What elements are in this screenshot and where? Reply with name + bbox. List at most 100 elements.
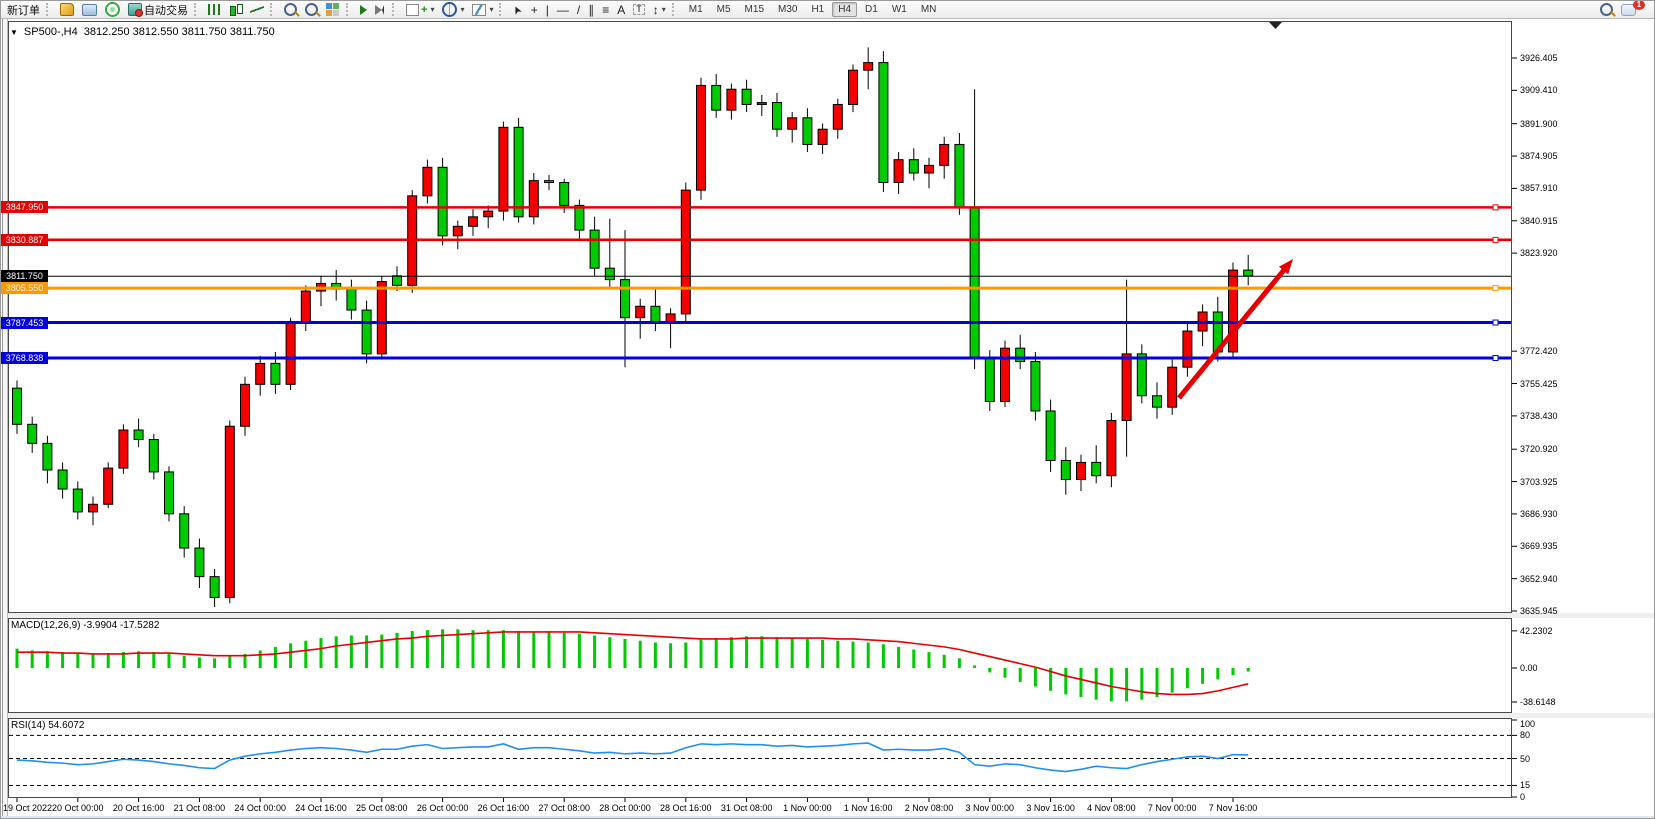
cursor-tool[interactable]: ➤ [509,1,526,19]
text-tool[interactable]: A [613,1,629,19]
timeframe-MN[interactable]: MN [920,4,937,15]
time-label: 20 Oct 00:00 [52,803,104,813]
price-tick: 3720.920 [1520,444,1558,455]
rsi-tick: 0 [1520,792,1526,802]
text-icon: A [617,2,626,17]
toolbar-grip[interactable] [671,3,680,16]
toolbar-grip[interactable] [499,3,507,16]
price-tick: 3772.420 [1520,346,1558,357]
rsi-tick: 15 [1520,780,1531,791]
time-label: 3 Nov 16:00 [1026,803,1075,813]
crosshair-icon: + [530,2,538,17]
tile-windows-icon[interactable] [322,1,344,19]
vertical-line-tool[interactable]: | [542,1,553,19]
line-chart-icon[interactable] [246,1,268,19]
text-label-tool[interactable]: T [629,1,649,19]
data-window-icon[interactable] [78,1,101,19]
notification-badge: 1 [1633,1,1645,10]
timeframe-M15[interactable]: M15 [744,4,764,15]
crosshair-tool[interactable]: + [527,1,542,19]
toolbar-grip[interactable] [46,3,54,16]
time-label: 2 Nov 08:00 [904,803,954,813]
candlestick-chart-icon[interactable] [225,1,246,19]
rsi-pane[interactable] [8,718,1512,798]
price-tick: 3669.935 [1520,541,1558,552]
main-toolbar: 新订单 自动交易 + ▾ ▾ ▾ ➤ + | — / ∥ ≡ A T ↕ ▾ M1 M… [1,1,1654,19]
toolbar-grip[interactable] [392,3,400,16]
time-label: 26 Oct 00:00 [416,803,469,813]
templates-dropdown[interactable]: ▾ [468,1,497,19]
timeframe-M1[interactable]: M1 [688,4,703,15]
time-label: 4 Nov 08:00 [1087,803,1136,813]
time-label: 24 Oct 00:00 [234,803,286,813]
chevron-down-icon: ▾ [430,5,435,14]
time-label: 1 Nov 16:00 [843,803,893,813]
vertical-line-icon: | [545,2,549,17]
price-tick: 3926.405 [1520,53,1558,63]
timeframe-H1[interactable]: H1 [811,4,825,15]
main-chart-pane[interactable] [8,21,1512,613]
autotrading-icon [128,3,143,17]
pane-splitter[interactable] [1,613,1654,618]
price-tick: 3909.410 [1520,85,1558,96]
macd-tick: -38.6148 [1520,696,1556,707]
new-order-label: 新订单 [7,4,40,17]
zoom-out-icon[interactable] [301,1,322,19]
price-tick: 3857.910 [1520,183,1558,194]
timeframe-W1[interactable]: W1 [891,4,907,15]
autotrading-label: 自动交易 [144,4,188,17]
pane-splitter[interactable] [1,713,1654,718]
fibonacci-tool[interactable]: ≡ [598,1,613,19]
rsi-tick: 80 [1520,730,1531,741]
price-tick: 3891.900 [1520,118,1558,129]
new-chart-dropdown[interactable]: + ▾ [402,1,438,19]
time-label: 26 Oct 16:00 [477,803,530,813]
equidistant-channel-tool[interactable]: ∥ [584,1,598,19]
time-label: 28 Oct 16:00 [660,803,712,813]
rsi-tick: 50 [1520,753,1531,764]
macd-pane[interactable] [8,618,1512,713]
trendline-tool[interactable]: / [573,1,584,19]
auto-scroll-icon[interactable] [356,1,371,19]
chat-icon[interactable]: 1 [1617,1,1654,19]
time-label: 28 Oct 00:00 [599,803,651,813]
search-icon[interactable] [1596,1,1617,19]
price-tick: 3755.425 [1520,378,1558,389]
price-tick: 3652.940 [1520,573,1558,584]
toolbar-grip[interactable] [194,3,202,16]
time-label: 27 Oct 08:00 [538,803,590,813]
price-tick: 3703.925 [1520,476,1558,487]
price-tick: 3823.920 [1520,248,1558,259]
chart-shift-icon[interactable] [371,1,390,19]
profiles-clock-dropdown[interactable]: ▾ [438,1,468,19]
time-label: 7 Nov 00:00 [1147,803,1197,813]
autotrading-button[interactable]: 自动交易 [124,1,192,19]
price-tick: 3738.430 [1520,410,1558,421]
text-label-icon: T [633,4,645,15]
price-tick: 3686.930 [1520,508,1558,519]
market-watch-icon[interactable] [56,1,78,19]
price-tick: 3874.905 [1520,151,1558,162]
horizontal-line-tool[interactable]: — [553,1,573,19]
timeframe-H4[interactable]: H4 [832,2,858,17]
rsi-tick: 100 [1520,719,1536,729]
toolbar-grip[interactable] [346,3,354,16]
time-label: 20 Oct 16:00 [112,803,165,813]
arrows-dropdown[interactable]: ↕ ▾ [649,1,670,19]
time-label: 25 Oct 08:00 [356,803,408,813]
timeframe-M5[interactable]: M5 [716,4,731,15]
bar-chart-icon[interactable] [204,1,225,19]
timeframe-M30[interactable]: M30 [778,4,798,15]
navigator-icon[interactable] [101,1,124,19]
time-label: 21 Oct 08:00 [173,803,226,813]
chevron-down-icon: ▾ [661,5,666,14]
new-order-button[interactable]: 新订单 [3,1,44,19]
window-left-edge [2,19,8,818]
time-label: 7 Nov 16:00 [1208,803,1258,813]
zoom-in-icon[interactable] [280,1,301,19]
macd-tick: 0.00 [1520,663,1538,673]
timeframe-D1[interactable]: D1 [865,4,878,15]
toolbar-grip[interactable] [270,3,278,16]
cursor-icon: ➤ [510,2,526,17]
